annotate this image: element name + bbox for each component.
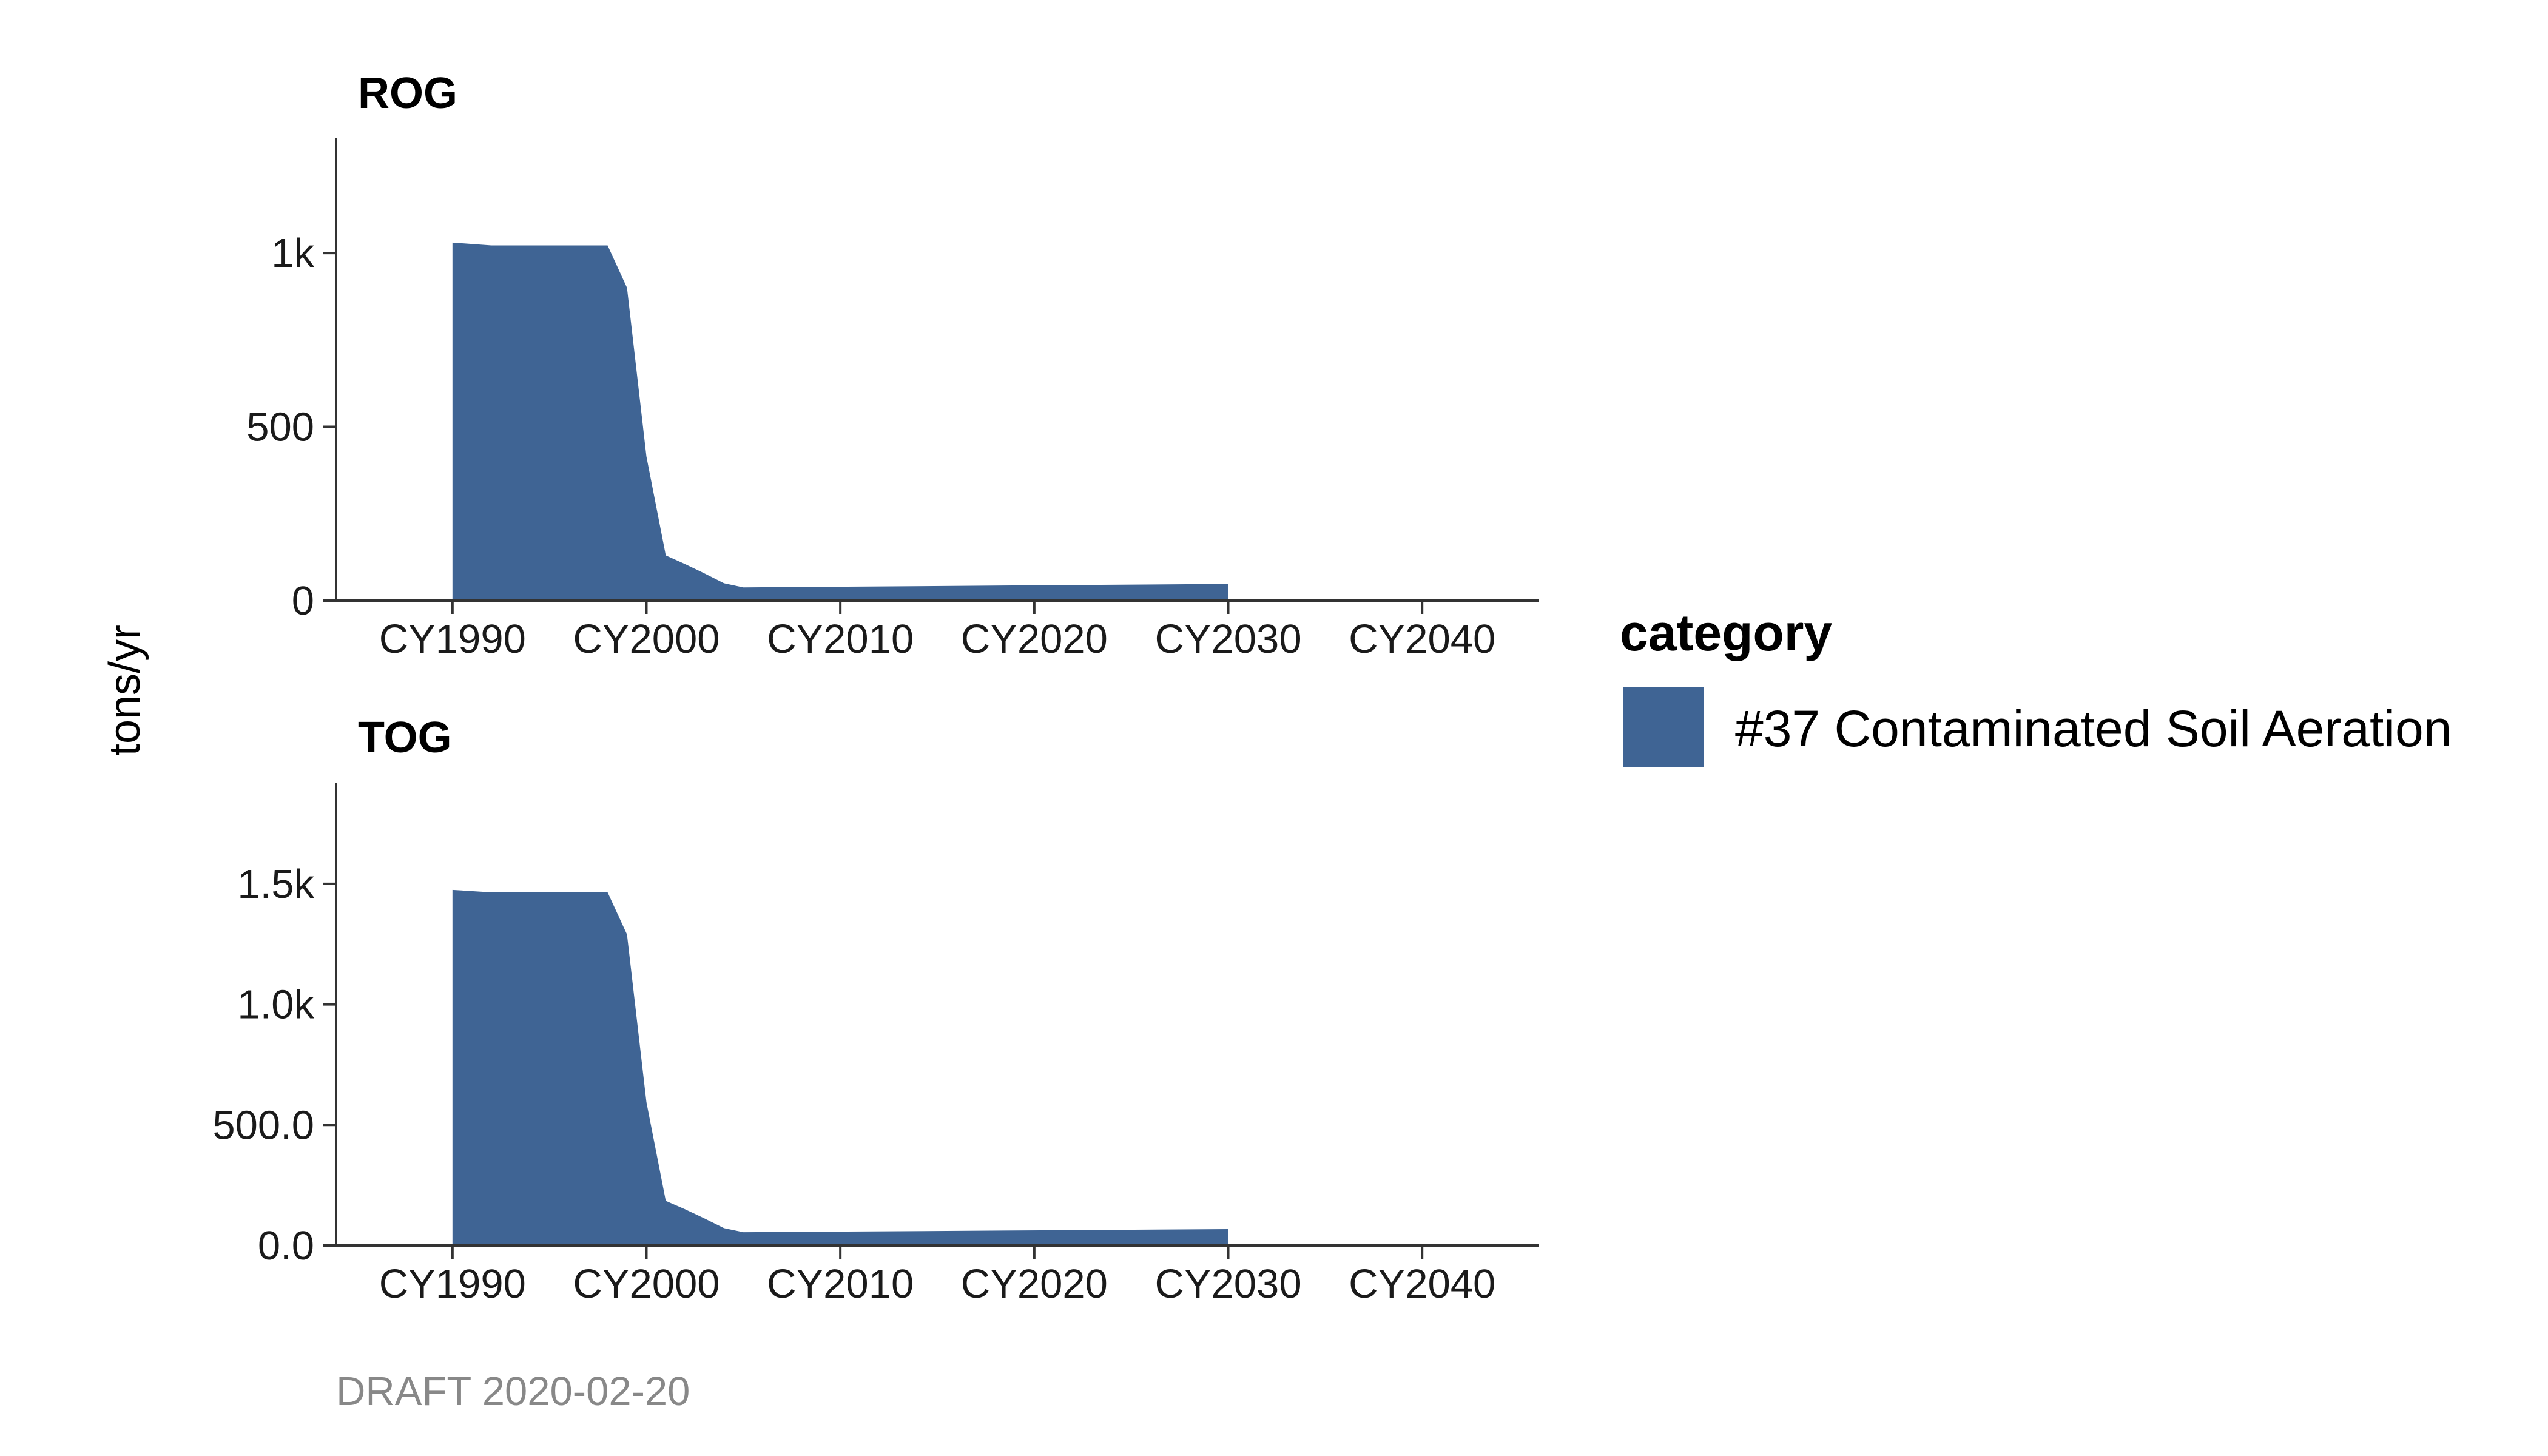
rog-y-tick-label-2: 1k [271, 231, 314, 276]
tog-y-tick-label-1: 500.0 [212, 1102, 314, 1148]
tog-y-tick-label-3: 1.5k [237, 861, 314, 907]
tog-panel: TOG 0.0 500.0 1.0k 1.5k CY1990 CY2000 CY2010 CY2… [212, 713, 1539, 1307]
tog-x-tick-label-4: CY2030 [1154, 1261, 1301, 1307]
y-axis-label: tons/yr [101, 625, 149, 756]
rog-area-series-0 [452, 242, 1228, 601]
legend-entry-label: #37 Contaminated Soil Aeration [1735, 700, 2452, 757]
rog-x-tick-label-5: CY2040 [1349, 616, 1495, 662]
draft-caption: DRAFT 2020-02-20 [336, 1369, 690, 1414]
legend-swatch [1623, 687, 1704, 767]
tog-area-series-0 [452, 889, 1228, 1245]
rog-x-tick-label-3: CY2020 [961, 616, 1108, 662]
tog-x-tick-label-2: CY2010 [767, 1261, 914, 1307]
rog-y-tick-label-1: 500 [246, 405, 314, 450]
rog-x-tick-label-4: CY2030 [1154, 616, 1301, 662]
tog-y-tick-label-2: 1.0k [237, 982, 314, 1028]
tog-x-tick-label-3: CY2020 [961, 1261, 1108, 1307]
tog-x-tick-label-1: CY2000 [573, 1261, 720, 1307]
legend: category #37 Contaminated Soil Aeration [1620, 604, 2452, 767]
tog-y-tick-label-0: 0.0 [258, 1223, 314, 1269]
rog-panel-title: ROG [358, 69, 457, 118]
rog-panel: ROG 0 500 1k CY1990 CY2000 CY2010 CY2020 CY2030 C… [246, 69, 1539, 662]
rog-x-tick-label-0: CY1990 [379, 616, 526, 662]
rog-x-tick-label-1: CY2000 [573, 616, 720, 662]
tog-x-tick-label-0: CY1990 [379, 1261, 526, 1307]
tog-x-tick-label-5: CY2040 [1349, 1261, 1495, 1307]
tog-panel-title: TOG [358, 713, 452, 762]
legend-title: category [1620, 604, 1832, 661]
rog-x-tick-label-2: CY2010 [767, 616, 914, 662]
rog-y-tick-label-0: 0 [292, 578, 314, 624]
